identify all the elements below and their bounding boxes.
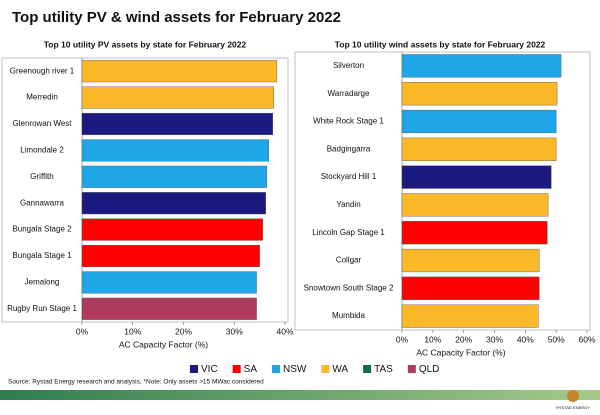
bar	[401, 109, 557, 134]
bar	[401, 193, 549, 217]
bar	[401, 248, 540, 273]
bar	[401, 276, 540, 300]
bar	[81, 297, 257, 320]
bar	[81, 218, 263, 241]
chart-subtitle: Top 10 utility PV assets by state for Fe…	[44, 39, 247, 49]
bar	[81, 271, 257, 294]
x-tick-label: 30%	[486, 334, 503, 344]
y-tick-label: Merredin	[26, 93, 58, 102]
x-tick-label: 50%	[548, 334, 565, 344]
y-tick-label: Mumbida	[332, 311, 365, 320]
bar	[401, 304, 539, 328]
y-tick-label: Lincoln Gap Stage 1	[312, 228, 385, 237]
y-tick-label: Bungala Stage 1	[12, 251, 72, 260]
x-tick-label: 0%	[76, 326, 89, 336]
page-title: Top utility PV & wind assets for Februar…	[12, 9, 341, 26]
bar	[401, 165, 552, 189]
legend-swatch	[363, 365, 372, 373]
bar	[81, 165, 267, 188]
y-tick-label: Rugby Run Stage 1	[7, 304, 77, 313]
legend-swatch	[321, 365, 330, 373]
x-tick-label: 60%	[578, 334, 595, 344]
y-tick-label: Collgar	[336, 256, 362, 265]
legend-label: VIC	[201, 364, 218, 375]
bar	[401, 82, 558, 106]
y-tick-label: Stockyard Hill 1	[321, 172, 377, 181]
y-tick-label: Limondale 2	[20, 146, 64, 155]
legend-label: QLD	[419, 364, 440, 375]
plot-frame	[81, 57, 289, 323]
x-tick-label: 30%	[226, 326, 243, 336]
chart-subtitle: Top 10 utility wind assets by state for …	[335, 39, 546, 49]
x-tick-label: 40%	[517, 334, 534, 344]
logo-text: RYSTAD ENERGY	[556, 405, 590, 410]
legend-swatch	[232, 365, 241, 373]
y-tick-label: Jemalong	[25, 278, 60, 287]
y-tick-label: Warradarge	[328, 89, 370, 98]
legend-label: NSW	[283, 364, 307, 375]
legend-swatch	[407, 365, 416, 373]
y-tick-label: Gannawarra	[20, 198, 65, 207]
x-tick-label: 40%	[276, 326, 293, 336]
bar	[81, 86, 275, 109]
y-tick-label: Snowtown South Stage 2	[304, 283, 394, 292]
x-tick-label: 10%	[424, 334, 441, 344]
y-tick-label: Yandin	[336, 200, 360, 209]
y-tick-label: Silverton	[333, 61, 364, 70]
legend-label: SA	[244, 364, 258, 375]
legend-swatch	[272, 365, 281, 373]
x-axis-label: AC Capacity Factor (%)	[119, 339, 208, 349]
x-tick-label: 10%	[124, 326, 141, 336]
bar	[401, 137, 557, 161]
y-tick-label: Greenough river 1	[10, 66, 75, 75]
x-axis-label: AC Capacity Factor (%)	[416, 347, 505, 357]
bar	[81, 139, 269, 162]
bar	[401, 221, 548, 245]
y-tick-label: Griffith	[30, 172, 53, 181]
bar	[81, 244, 260, 268]
source: Source: Rystad Energy research and analy…	[8, 379, 264, 386]
logo-icon	[567, 390, 579, 402]
bar	[401, 54, 562, 78]
x-tick-label: 0%	[396, 334, 409, 344]
legend-swatch	[190, 365, 198, 373]
footer-band	[0, 390, 600, 400]
legend-label: WA	[332, 364, 348, 375]
y-tick-label: Bungala Stage 2	[12, 225, 72, 234]
legend-label: TAS	[374, 364, 393, 375]
y-tick-label: Glenrowan West	[13, 119, 73, 128]
x-tick-label: 20%	[455, 334, 472, 344]
y-tick-label: White Rock Stage 1	[313, 117, 384, 126]
y-tick-label: Badgingarra	[327, 144, 371, 153]
x-tick-label: 20%	[175, 326, 192, 336]
bar	[81, 112, 274, 136]
bar	[81, 192, 266, 215]
bar	[81, 60, 278, 83]
plot-frame	[401, 51, 591, 331]
